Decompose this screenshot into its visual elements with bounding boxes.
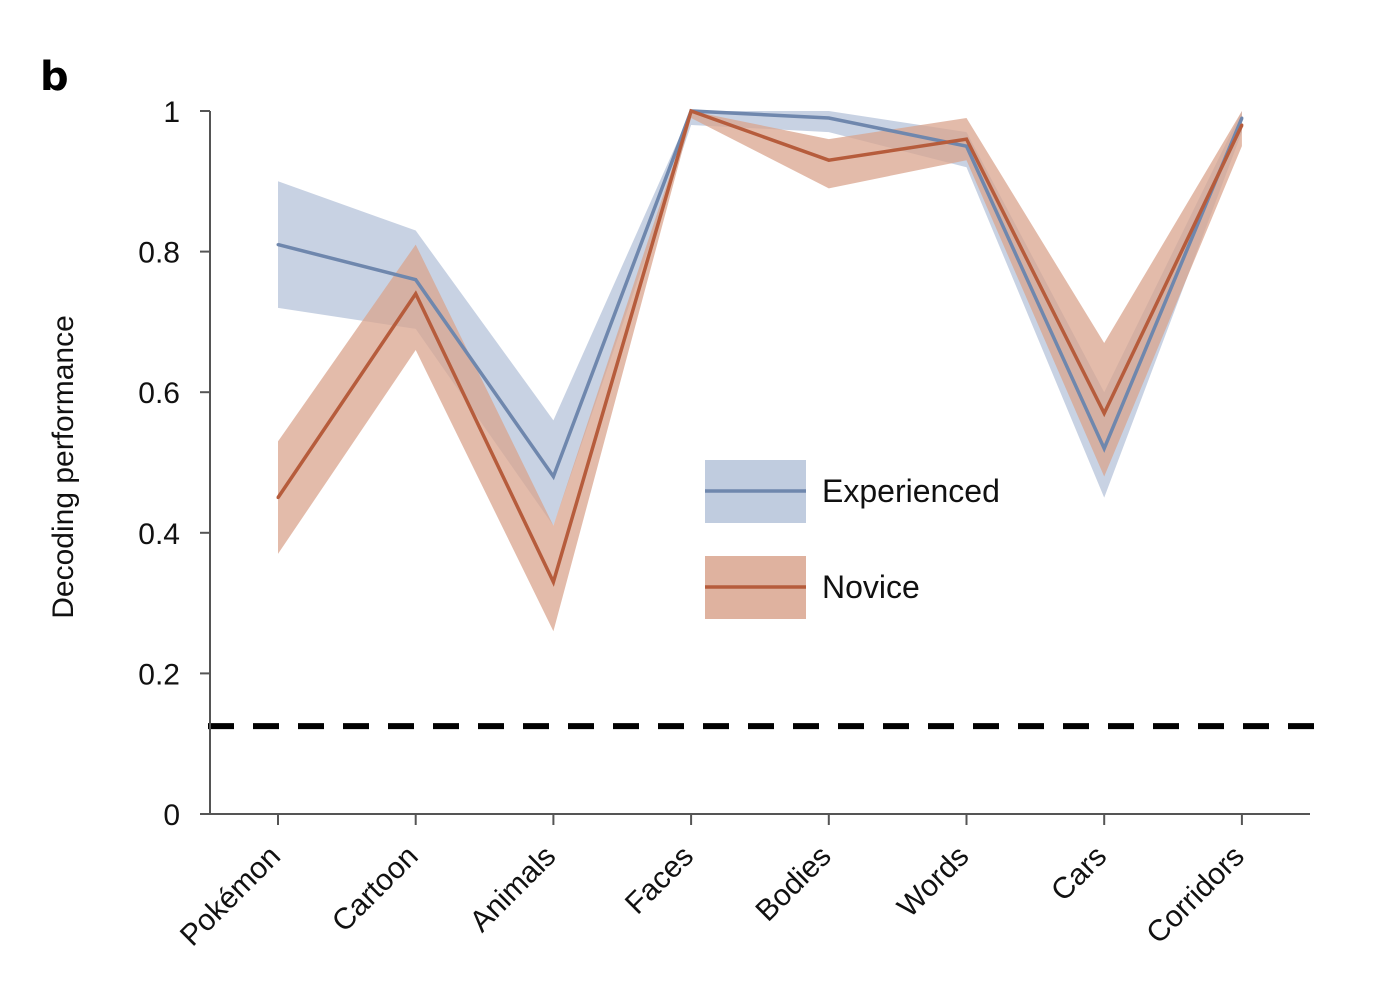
panel-letter: b (40, 54, 69, 100)
y-tick-label: 0.8 (138, 237, 180, 270)
y-tick-label: 0 (163, 799, 180, 832)
point-novice-faces (689, 109, 693, 113)
point-experienced-words (965, 144, 968, 148)
point-experienced-cartoon (414, 278, 418, 282)
x-tick-label-bodies: Bodies (750, 840, 838, 928)
y-tick-label: 0.2 (138, 658, 180, 691)
series-lines (276, 108, 1244, 587)
x-tick-label-faces: Faces (619, 840, 700, 921)
legend-label-experienced: Experienced (822, 473, 1000, 509)
line-experienced (277, 109, 1244, 481)
point-novice-bodies (827, 158, 831, 162)
point-novice-animals (551, 580, 555, 584)
point-novice-cars (1102, 411, 1106, 415)
confidence-bands (278, 111, 1242, 632)
x-tick-label-animals: Animals (464, 840, 563, 939)
point-experienced-animals (551, 475, 555, 479)
x-tick-label-corridors: Corridors (1140, 840, 1251, 951)
x-tick-label-pokemon: Pokémon (174, 840, 287, 953)
point-experienced-pokemon (276, 243, 280, 247)
point-novice-words (965, 137, 968, 141)
point-experienced-bodies (827, 116, 831, 120)
point-novice-cartoon (414, 292, 418, 296)
y-tick-label: 0.4 (138, 518, 180, 551)
legend-label-novice: Novice (822, 569, 920, 605)
line-novice (276, 108, 1244, 587)
axes: 0 0.2 0.4 0.6 0.8 1 Pokémon Cartoon Animals Faces… (138, 96, 1310, 953)
band-novice (278, 111, 1242, 632)
x-tick-label-words: Words (891, 840, 975, 924)
legend: Experienced Novice (705, 460, 1000, 619)
point-experienced-cars (1102, 446, 1106, 450)
y-tick-label: 0.6 (138, 377, 180, 410)
point-novice-pokemon (276, 496, 280, 500)
point-experienced-corridors (1240, 116, 1244, 120)
x-tick-label-cartoon: Cartoon (326, 840, 425, 939)
y-tick-label: 1 (163, 96, 180, 129)
point-novice-corridors (1240, 123, 1244, 127)
x-tick-label-cars: Cars (1045, 840, 1113, 908)
y-axis-title: Decoding performance (47, 315, 80, 619)
